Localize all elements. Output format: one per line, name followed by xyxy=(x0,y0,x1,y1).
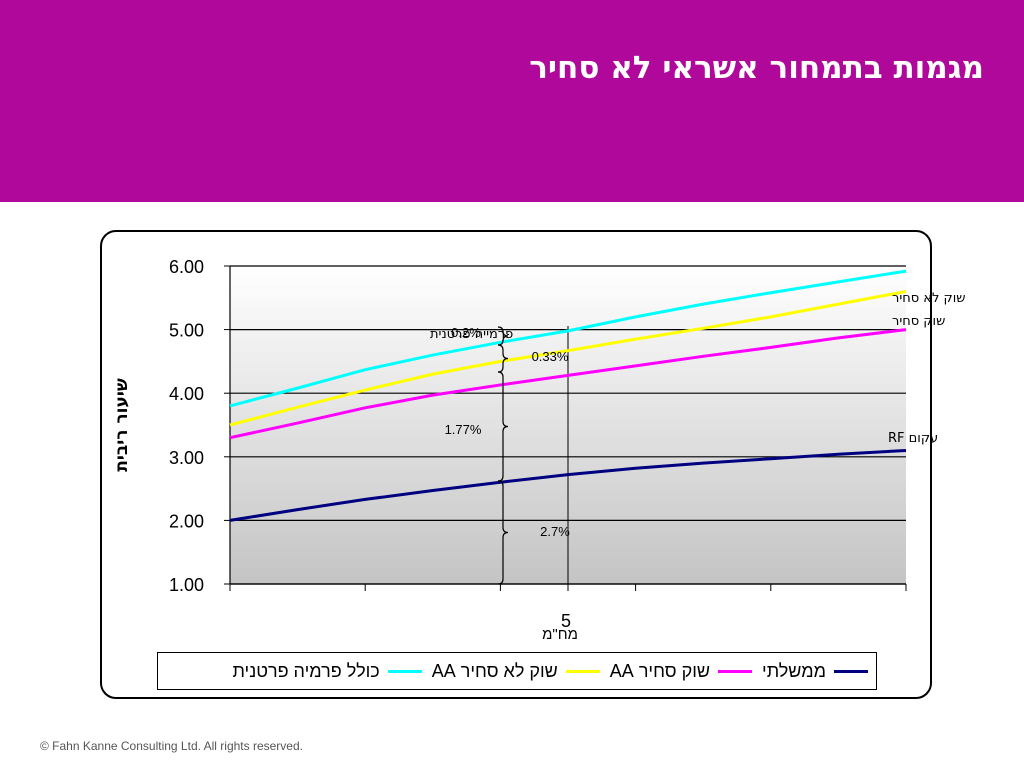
legend-swatch-incl-premium xyxy=(387,669,422,673)
brace-premium-spread xyxy=(497,326,509,346)
brace-untraded-spread xyxy=(497,344,509,373)
y-tick-label: 4.00 xyxy=(169,384,204,404)
series-line-2 xyxy=(229,289,907,427)
y-tick-label: 2.00 xyxy=(169,511,204,531)
y-axis-title: שיעור ריבית xyxy=(112,378,132,472)
y-tick-label: 1.00 xyxy=(169,575,204,595)
series-lines xyxy=(229,269,907,522)
series-line-3 xyxy=(229,269,907,408)
brace-aa-spread xyxy=(497,371,509,482)
line-label-untraded: שוק לא סחיר xyxy=(892,291,966,306)
y-tick-labels: 6.00 5.00 4.00 3.00 2.00 1.00 xyxy=(169,257,204,595)
series-line-1 xyxy=(229,328,907,440)
annotations: 0.2% 0.33% 1.77% 2.7% פרמייה פרטנית שוק לא סח… xyxy=(430,291,966,585)
x-axis-title: מח"מ xyxy=(542,626,578,643)
x-tick-label: 5 xyxy=(561,611,571,631)
y-tick-label: 6.00 xyxy=(169,257,204,277)
y-tick-label: 3.00 xyxy=(169,448,204,468)
legend-item-gov: ממשלתי xyxy=(762,661,876,682)
y-tick-label: 5.00 xyxy=(169,321,204,341)
legend-label-incl-premium: כולל פרמיה פרטנית xyxy=(232,660,380,681)
copyright-footer: © Fahn Kanne Consulting Ltd. All rights … xyxy=(40,739,303,753)
brace-gov-spread xyxy=(497,480,509,585)
header-banner xyxy=(0,0,1024,202)
legend-item-aa-traded: שוק סחיר AA xyxy=(610,661,762,682)
legend-label-aa-traded: שוק סחיר AA xyxy=(609,660,711,681)
line-label-traded: שוק סחיר xyxy=(892,314,945,329)
legend-swatch-gov xyxy=(834,669,868,673)
spread-label-premium: 0.2% xyxy=(451,325,481,340)
slide-title: מגמות בתמחור אשראי לא סחיר xyxy=(529,50,984,86)
legend-swatch-aa-traded xyxy=(718,669,753,673)
legend-swatch-aa-untraded xyxy=(565,669,600,673)
legend-label-aa-untraded: שוק לא סחיר AA xyxy=(431,660,558,681)
legend-label-gov: ממשלתי xyxy=(762,660,826,681)
spread-label-gov: 2.7% xyxy=(540,524,570,539)
x-ticks: 5 xyxy=(229,326,907,631)
spread-label-aa: 1.77% xyxy=(445,422,482,437)
premium-label: פרמייה פרטנית xyxy=(430,327,513,342)
legend-item-aa-untraded: שוק לא סחיר AA xyxy=(432,661,610,682)
chart-legend: ממשלתי שוק סחיר AA שוק לא סחיר AA כולל פ… xyxy=(157,652,877,690)
legend-item-incl-premium: כולל פרמיה פרטנית xyxy=(232,661,431,682)
line-label-rf: עקום RF xyxy=(888,431,938,446)
series-line-0 xyxy=(229,448,907,522)
spread-label-untraded: 0.33% xyxy=(532,349,569,364)
